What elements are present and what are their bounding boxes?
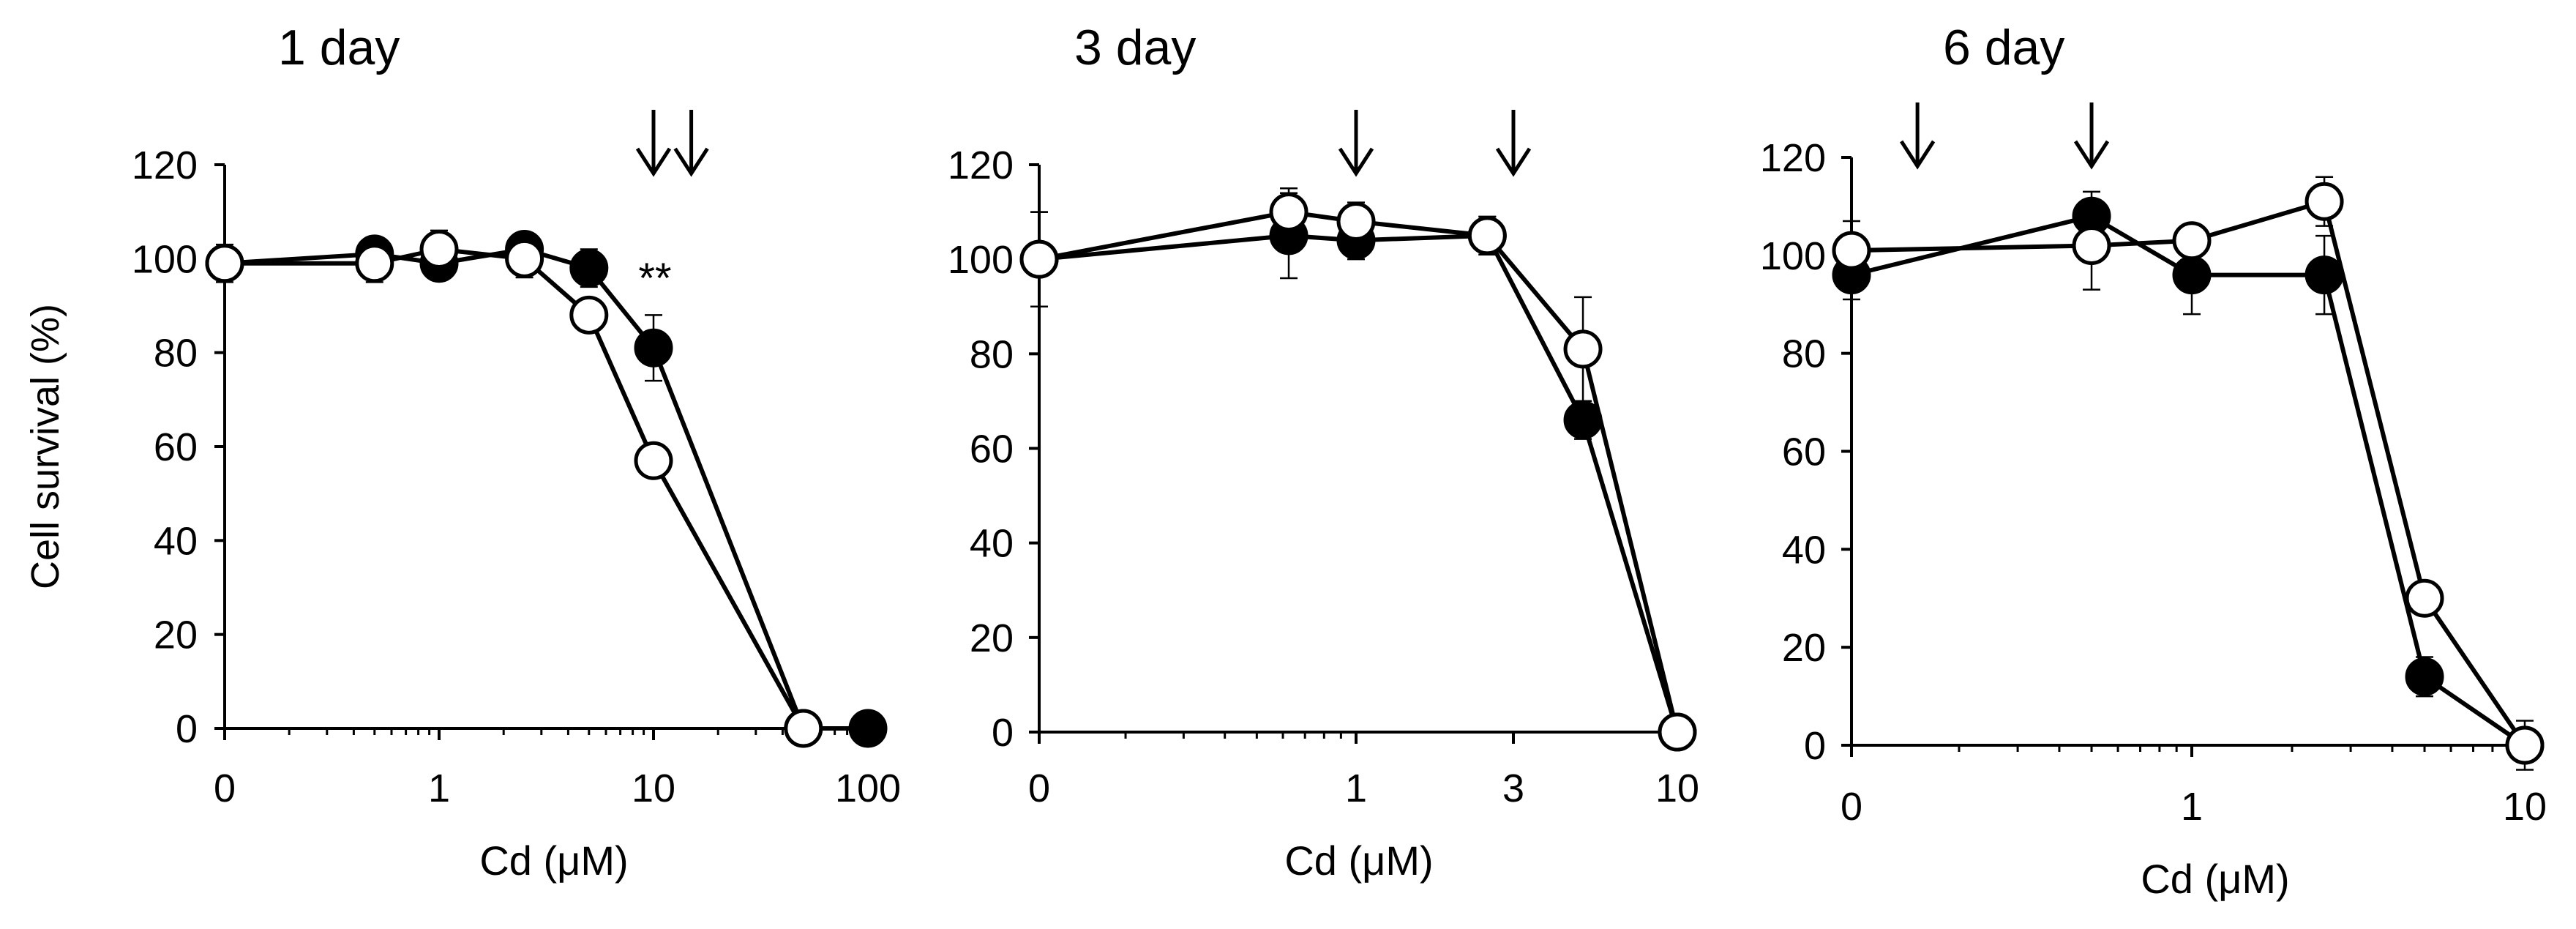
panel-1-day: 1 day Cell survival (%) Cd (μM) ** 0 20 40… (23, 20, 901, 884)
x-tick-label: 10 (2503, 785, 2547, 829)
data-point-open (2304, 182, 2344, 221)
data-point-filled (569, 248, 609, 288)
data-point-open (419, 230, 459, 269)
y-tick-label: 120 (132, 143, 198, 187)
data-point-open (1658, 712, 1697, 752)
data-point-open (2072, 225, 2111, 265)
x-tick-label: 0 (214, 766, 236, 810)
y-tick-label: 40 (1782, 528, 1826, 572)
y-tick-label: 0 (176, 707, 198, 751)
data-point-filled (2172, 255, 2212, 295)
y-tick-label: 40 (970, 522, 1014, 566)
panel-title: 3 day (1074, 20, 1196, 75)
y-tick-label: 20 (1782, 626, 1826, 670)
data-point-open (2405, 578, 2444, 618)
series-line-open (225, 247, 806, 730)
data-point-open (634, 441, 673, 480)
y-tick-label: 20 (154, 613, 198, 657)
data-point-filled (1563, 400, 1603, 440)
arrow-head (2073, 140, 2110, 170)
data-point-open (1269, 193, 1308, 232)
x-tick-label: 0 (1841, 785, 1862, 829)
arrow-head (1900, 140, 1936, 170)
series-line-filled (1038, 233, 1680, 733)
data-point-open (1467, 216, 1507, 255)
y-tick-label: 20 (970, 616, 1014, 660)
arrow-head (1495, 147, 1532, 177)
y-tick-label: 40 (154, 519, 198, 563)
series-line-open (1038, 209, 1680, 733)
data-point-open (1019, 239, 1059, 279)
series-line-open (1851, 199, 2527, 747)
x-tick-label: 0 (1028, 766, 1050, 810)
significance-annotation: ** (638, 255, 671, 302)
data-point-open (1832, 231, 1871, 270)
data-point-filled (2304, 255, 2344, 295)
y-tick-label: 80 (970, 332, 1014, 376)
x-axis-label: Cd (μM) (2141, 856, 2289, 902)
data-point-open (355, 244, 394, 283)
x-tick-label: 1 (2181, 785, 2203, 829)
x-tick-label: 100 (835, 766, 901, 810)
x-axis-label: Cd (μM) (1284, 837, 1433, 884)
arrow-head (673, 147, 709, 177)
y-tick-label: 60 (1782, 430, 1826, 474)
y-axis-label: Cell survival (%) (23, 304, 67, 589)
panel-6-day: 6 day Cd (μM) 0 20 40 60 80 100 120 0 1 10 (1760, 20, 2547, 902)
panel-3-day: 3 day Cd (μM) 0 20 40 60 80 100 120 0 1 3 10 (948, 20, 1699, 884)
y-tick-label: 0 (1804, 724, 1826, 768)
y-tick-label: 0 (992, 711, 1014, 755)
x-tick-label: 1 (1345, 766, 1367, 810)
x-tick-label: 10 (1655, 766, 1699, 810)
arrow-head (1338, 147, 1374, 177)
data-point-open (2505, 725, 2545, 765)
data-point-open (205, 244, 244, 283)
data-point-open (784, 709, 823, 748)
y-tick-label: 80 (1782, 332, 1826, 376)
data-point-open (1563, 329, 1603, 369)
y-tick-label: 100 (132, 237, 198, 281)
y-tick-label: 80 (154, 332, 198, 376)
panel-title: 1 day (278, 20, 400, 75)
data-point-open (1336, 202, 1376, 241)
x-tick-label: 10 (632, 766, 675, 810)
y-tick-label: 100 (948, 238, 1014, 282)
series-line-filled (1851, 214, 2526, 747)
data-point-open (569, 295, 609, 335)
panel-title: 6 day (1943, 20, 2064, 75)
data-point-filled (2405, 657, 2444, 696)
y-tick-label: 60 (970, 428, 1014, 471)
x-tick-label: 3 (1502, 766, 1524, 810)
series-line-filled (224, 247, 868, 731)
y-tick-label: 120 (948, 143, 1014, 187)
y-tick-label: 120 (1760, 136, 1826, 180)
data-point-filled (848, 709, 888, 748)
data-point-open (2172, 221, 2212, 261)
data-point-open (505, 239, 544, 278)
arrow-head (635, 147, 672, 177)
x-tick-label: 1 (428, 766, 450, 810)
y-tick-label: 100 (1760, 234, 1826, 278)
y-tick-label: 60 (154, 425, 198, 469)
data-point-filled (634, 328, 673, 368)
x-axis-label: Cd (μM) (479, 837, 628, 884)
